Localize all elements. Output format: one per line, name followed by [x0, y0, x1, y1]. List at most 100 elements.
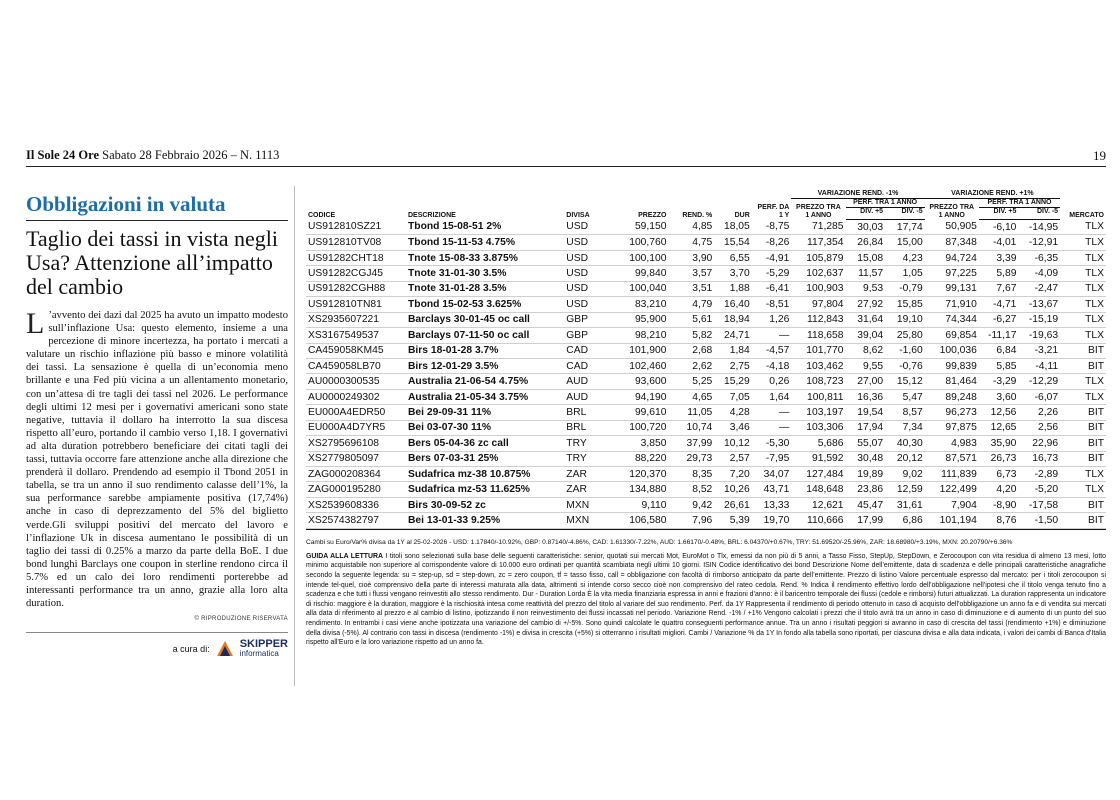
- cell-divisa: USD: [564, 296, 611, 313]
- cell-div-plus5-plus: 35,90: [978, 435, 1019, 452]
- credit: a cura di: SKIPPER informatica: [26, 639, 288, 659]
- cell-div-plus5-plus: -6,27: [978, 312, 1019, 329]
- cell-rend: 7,96: [668, 512, 715, 529]
- cell-prezzo-1anno-minus: 100,811: [791, 389, 846, 406]
- cell-descrizione: Tbond 15-11-53 4.75%: [405, 234, 565, 251]
- cell-mercato: TLX: [1060, 466, 1106, 483]
- cell-rend: 5,25: [668, 373, 715, 390]
- cell-descrizione: Australia 21-06-54 4.75%: [405, 373, 565, 390]
- cell-prezzo-1anno-minus: 118,658: [791, 327, 846, 344]
- column-divider: [294, 186, 295, 686]
- article-body-text: ’avvento dei dazi dal 2025 ha avuto un i…: [26, 310, 288, 610]
- guide-label: GUIDA ALLA LETTURA: [306, 552, 383, 560]
- cell-mercato: TLX: [1060, 219, 1106, 236]
- table-row: XS3167549537 Barclays 07-11-50 oc call GBP…: [306, 327, 1106, 344]
- table-row: US912810TN81 Tbond 15-02-53 3.625% USD 83,2…: [306, 296, 1106, 313]
- cell-prezzo: 3,850: [610, 435, 669, 452]
- cell-div-minus5-plus: 2,26: [1018, 404, 1061, 421]
- cell-div-minus5-plus: -12,91: [1018, 234, 1061, 251]
- cell-prezzo-1anno-minus: 103,306: [791, 420, 846, 437]
- cell-mercato: TLX: [1060, 281, 1106, 298]
- cell-div-minus5-plus: 16,73: [1018, 451, 1061, 468]
- cell-divisa: MXN: [564, 497, 611, 514]
- cell-divisa: USD: [564, 265, 611, 282]
- subgroup-perf-minus: PERF. TRA 1 ANNO: [845, 198, 925, 208]
- cell-prezzo-1anno-plus: 87,348: [924, 234, 979, 251]
- cell-div-plus5-plus: 12,65: [978, 420, 1019, 437]
- table-row: XS2574382797 Bei 13-01-33 9.25% MXN 106,580…: [306, 512, 1106, 529]
- cell-rend: 4,85: [668, 219, 715, 236]
- cell-dur: 1,84: [714, 343, 752, 359]
- cell-prezzo-1anno-minus: 97,804: [791, 296, 846, 313]
- cell-prezzo-1anno-minus: 112,843: [791, 312, 846, 329]
- cell-prezzo-1anno-plus: 94,724: [924, 250, 979, 267]
- cell-prezzo-1anno-plus: 89,248: [924, 389, 979, 406]
- cell-div-plus5-minus: 23,86: [845, 481, 886, 498]
- cell-div-plus5-minus: 19,89: [845, 466, 886, 483]
- cell-dur: 15,54: [714, 234, 752, 251]
- article-column: Obbligazioni in valuta Taglio dei tassi …: [26, 192, 288, 659]
- cell-div-minus5-plus: -3,21: [1018, 343, 1061, 359]
- col-perf: PERF. DA 1 Y: [757, 203, 790, 219]
- cell-prezzo-1anno-minus: 91,592: [791, 451, 846, 468]
- col-div-minus5-a: DIV. -5: [885, 207, 925, 220]
- cell-prezzo-1anno-plus: 97,875: [924, 420, 979, 437]
- cell-div-plus5-minus: 55,07: [845, 435, 886, 452]
- cell-mercato: TLX: [1060, 296, 1106, 313]
- cell-divisa: GBP: [564, 312, 611, 329]
- cell-descrizione: Bei 13-01-33 9.25%: [405, 512, 565, 529]
- cell-div-plus5-plus: 5,85: [978, 358, 1019, 375]
- cell-rend: 5,61: [668, 312, 715, 329]
- cell-div-minus5-minus: 4,23: [885, 250, 925, 267]
- cell-div-plus5-plus: -11,17: [978, 327, 1019, 344]
- cell-prezzo: 102,460: [610, 358, 669, 375]
- cell-div-plus5-minus: 17,94: [845, 420, 886, 437]
- cell-div-minus5-plus: -5,20: [1018, 481, 1061, 498]
- cell-div-minus5-minus: -1,60: [885, 343, 925, 359]
- table-row: US91282CHT18 Tnote 15-08-33 3.875% USD 100,…: [306, 250, 1106, 267]
- reading-guide: GUIDA ALLA LETTURA I titoli sono selezio…: [306, 552, 1106, 648]
- guide-text: I titoli sono selezionati sulla base del…: [306, 552, 1106, 647]
- cell-prezzo-1anno-minus: 71,285: [791, 219, 846, 236]
- cell-div-plus5-minus: 16,36: [845, 389, 886, 406]
- cell-rend: 11,05: [668, 404, 715, 421]
- cell-div-plus5-minus: 45,47: [845, 497, 886, 514]
- col-codice: CODICE: [308, 211, 336, 219]
- cell-codice: EU000A4EDR50: [306, 404, 406, 421]
- cell-divisa: CAD: [564, 358, 611, 375]
- cell-perf: 19,70: [751, 512, 792, 529]
- cell-div-minus5-minus: 25,80: [885, 327, 925, 344]
- cell-div-minus5-minus: 12,59: [885, 481, 925, 498]
- cell-div-minus5-minus: 15,00: [885, 234, 925, 251]
- cell-div-minus5-plus: -2,47: [1018, 281, 1061, 298]
- cell-div-plus5-plus: -4,01: [978, 234, 1019, 251]
- cell-descrizione: Birs 30-09-52 zc: [405, 497, 565, 514]
- table-row: XS2779805097 Bers 07-03-31 25% TRY 88,220 29…: [306, 451, 1106, 468]
- cell-prezzo: 100,760: [610, 234, 669, 251]
- cell-prezzo-1anno-plus: 99,131: [924, 281, 979, 298]
- table-row: CA459058LB70 Birs 12-01-29 3.5% CAD 102,460…: [306, 358, 1106, 375]
- cell-div-minus5-minus: 40,30: [885, 435, 925, 452]
- cell-perf: 1,64: [751, 389, 792, 406]
- cell-dur: 24,71: [714, 327, 752, 344]
- cell-prezzo-1anno-minus: 103,462: [791, 358, 846, 375]
- cell-rend: 10,74: [668, 420, 715, 437]
- cell-div-minus5-minus: 17,74: [885, 219, 925, 236]
- cell-descrizione: Bei 03-07-30 11%: [405, 420, 565, 437]
- cell-mercato: TLX: [1060, 312, 1106, 329]
- cell-codice: US91282CGH88: [306, 281, 406, 298]
- cell-dur: 26,61: [714, 497, 752, 514]
- cell-descrizione: Australia 21-05-34 3.75%: [405, 389, 565, 406]
- cell-dur: 18,05: [714, 219, 752, 236]
- cell-divisa: USD: [564, 281, 611, 298]
- cell-divisa: TRY: [564, 435, 611, 452]
- table-row: US91282CGJ45 Tnote 31-01-30 3.5% USD 99,840…: [306, 265, 1106, 282]
- cell-prezzo-1anno-plus: 96,273: [924, 404, 979, 421]
- cell-perf: —: [751, 404, 792, 421]
- cell-div-plus5-plus: 8,76: [978, 512, 1019, 529]
- col-dur: DUR: [734, 211, 750, 219]
- table-row: US912810SZ21 Tbond 15-08-51 2% USD 59,150 4,…: [306, 219, 1106, 236]
- cell-prezzo-1anno-plus: 71,910: [924, 296, 979, 313]
- cell-codice: US912810TN81: [306, 296, 406, 313]
- cell-codice: CA459058LB70: [306, 358, 406, 375]
